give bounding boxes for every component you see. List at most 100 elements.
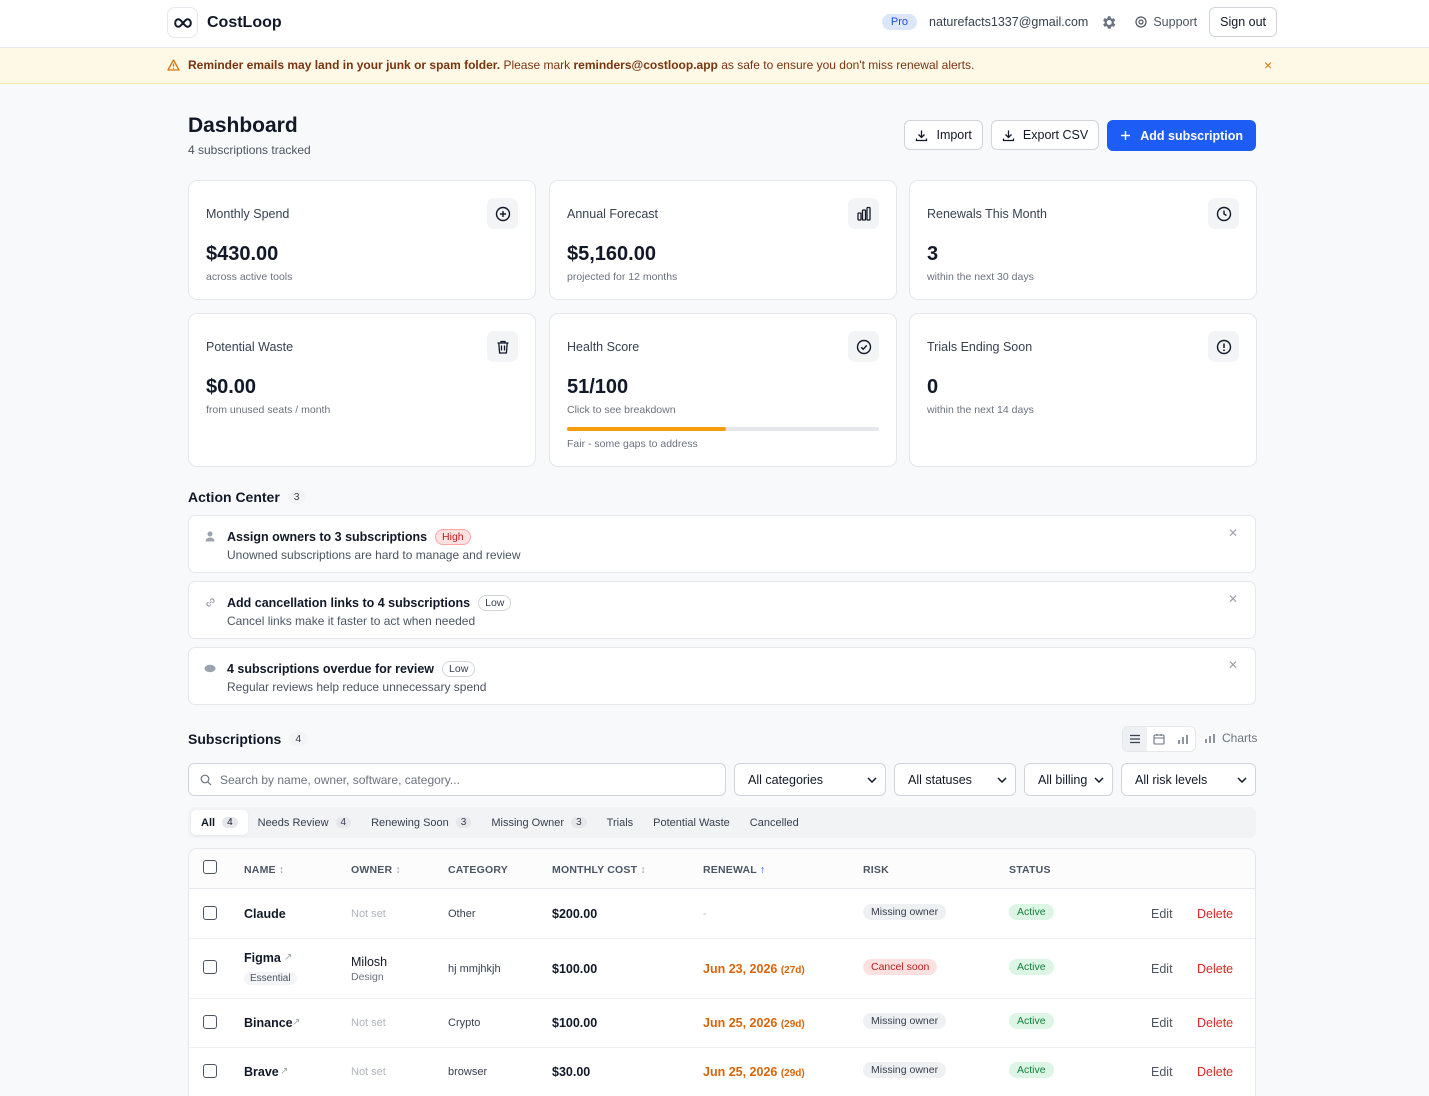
tab-label: Missing Owner — [491, 816, 565, 829]
tab-potential-waste[interactable]: Potential Waste — [643, 810, 740, 835]
risk-badge: Missing owner — [863, 1013, 947, 1029]
delete-button[interactable]: Delete — [1197, 1016, 1234, 1030]
tab-renewing-soon[interactable]: Renewing Soon 3 — [361, 810, 481, 835]
subscription-name[interactable]: Claude — [244, 907, 286, 921]
warning-triangle-icon — [167, 59, 180, 71]
column-label: MONTHLY COST — [552, 864, 638, 876]
delete-button[interactable]: Delete — [1197, 1065, 1234, 1079]
app-logo[interactable]: CostLoop — [167, 7, 282, 38]
renewal-date-text: Jun 25, 2026 — [703, 1065, 778, 1079]
card-value: 51/100 — [567, 376, 629, 398]
help-icon — [1135, 16, 1147, 28]
charts-button[interactable]: Charts — [1204, 731, 1257, 745]
card-subtext: across active tools — [206, 271, 293, 283]
action-item[interactable]: Add cancellation links to 4 subscription… — [188, 581, 1256, 639]
calendar-view-icon[interactable] — [1147, 727, 1171, 751]
tab-label: Cancelled — [749, 816, 799, 829]
edit-button[interactable]: Edit — [1151, 962, 1173, 976]
owner-value: Not set — [351, 908, 386, 920]
delete-button[interactable]: Delete — [1197, 962, 1234, 976]
alert-circle-icon — [1208, 331, 1239, 362]
export-csv-button[interactable]: Export CSV — [990, 120, 1100, 150]
subscriptions-heading: Subscriptions 4 — [188, 731, 308, 747]
tab-label: Potential Waste — [653, 816, 730, 829]
table-header: NAME ↕ OWNER ↕ CATEGORY MONTHLY COST ↕ R… — [189, 849, 1255, 889]
link-icon — [204, 596, 216, 608]
card-subtext: within the next 30 days — [927, 271, 1034, 283]
billing-filter-value: All billing — [1038, 772, 1088, 787]
tab-trials[interactable]: Trials — [597, 810, 643, 835]
status-badge: Active — [1009, 959, 1054, 975]
edit-button[interactable]: Edit — [1151, 1065, 1173, 1079]
subscription-name[interactable]: Brave — [244, 1065, 279, 1079]
dismiss-icon[interactable]: ✕ — [1227, 592, 1238, 606]
column-header-risk: RISK — [863, 864, 889, 876]
tab-label: Trials — [606, 816, 634, 829]
import-button[interactable]: Import — [904, 120, 983, 150]
tab-needs-review[interactable]: Needs Review 4 — [248, 810, 361, 835]
delete-button[interactable]: Delete — [1197, 907, 1234, 921]
table-row[interactable]: Figma ↗ Essential Milosh Design hj mmjhk… — [189, 939, 1255, 999]
dismiss-icon[interactable]: ✕ — [1227, 526, 1238, 540]
add-subscription-button[interactable]: Add subscription — [1107, 120, 1256, 151]
subscription-name[interactable]: Binance — [244, 1016, 293, 1030]
row-checkbox[interactable] — [203, 960, 217, 974]
column-label: RENEWAL — [703, 864, 757, 876]
card-title: Health Score — [567, 340, 640, 354]
view-toggle — [1122, 726, 1196, 752]
tab-missing-owner[interactable]: Missing Owner 3 — [481, 810, 596, 835]
tab-count: 3 — [571, 817, 587, 828]
column-header-owner[interactable]: OWNER ↕ — [351, 864, 401, 876]
column-header-name[interactable]: NAME ↕ — [244, 864, 284, 876]
top-bar: CostLoop Pro naturefacts1337@gmail.com S… — [0, 0, 1429, 48]
row-checkbox[interactable] — [203, 1015, 217, 1029]
export-label: Export CSV — [1022, 128, 1089, 142]
sign-out-button[interactable]: Sign out — [1209, 7, 1277, 37]
page-subtitle: 4 subscriptions tracked — [188, 143, 311, 157]
external-link-icon[interactable]: ↗ — [284, 952, 293, 963]
settings-gear-icon[interactable] — [1100, 14, 1117, 31]
table-row[interactable]: Brave ↗ Not set browser $30.00 Jun 25, 2… — [189, 1048, 1255, 1096]
list-view-icon[interactable] — [1123, 727, 1147, 751]
owner-team: Design — [351, 971, 384, 983]
category-filter-select[interactable]: All categories — [734, 763, 886, 796]
priority-badge: Low — [478, 595, 512, 611]
card-subtext: from unused seats / month — [206, 404, 331, 416]
support-link[interactable]: Support — [1135, 15, 1197, 29]
column-header-monthly-cost[interactable]: MONTHLY COST ↕ — [552, 864, 646, 876]
action-item[interactable]: Assign owners to 3 subscriptions High Uno… — [188, 515, 1256, 573]
billing-filter-select[interactable]: All billing — [1024, 763, 1113, 796]
card-title: Trials Ending Soon — [927, 340, 1033, 354]
banner-close-icon[interactable]: × — [1264, 57, 1273, 73]
subscription-name[interactable]: Figma — [244, 951, 281, 965]
dismiss-icon[interactable]: ✕ — [1227, 658, 1238, 672]
action-item[interactable]: 4 subscriptions overdue for review Low Re… — [188, 647, 1256, 705]
banner-text-1: Please mark — [503, 58, 571, 72]
status-badge: Active — [1009, 904, 1054, 920]
tab-count: 3 — [455, 817, 472, 828]
risk-filter-select[interactable]: All risk levels — [1121, 763, 1256, 796]
health-note: Fair - some gaps to address — [567, 438, 698, 450]
stat-card-health-score[interactable]: Health Score 51/100 Click to see breakdo… — [549, 313, 897, 467]
row-checkbox[interactable] — [203, 1064, 217, 1078]
renewal-date: Jun 23, 2026 (27d) — [703, 962, 805, 976]
edit-button[interactable]: Edit — [1151, 1016, 1173, 1030]
edit-button[interactable]: Edit — [1151, 907, 1173, 921]
table-row[interactable]: Claude Not set Other $200.00 - Missing o… — [189, 889, 1255, 939]
status-filter-select[interactable]: All statuses — [894, 763, 1016, 796]
external-link-icon[interactable]: ↗ — [292, 1017, 301, 1028]
spam-warning-banner: Reminder emails may land in your junk or… — [0, 48, 1429, 84]
column-header-renewal[interactable]: RENEWAL ↑ — [703, 864, 765, 876]
tab-cancelled[interactable]: Cancelled — [740, 810, 809, 835]
plan-badge: Pro — [881, 14, 918, 30]
banner-message: Reminder emails may land in your junk or… — [188, 58, 974, 72]
card-title: Monthly Spend — [206, 207, 290, 221]
tab-all[interactable]: All 4 — [191, 810, 248, 835]
table-row[interactable]: Binance ↗ Not set Crypto $100.00 Jun 25,… — [189, 999, 1255, 1048]
chart-view-icon[interactable] — [1171, 727, 1195, 751]
external-link-icon[interactable]: ↗ — [280, 1066, 289, 1077]
select-all-checkbox[interactable] — [203, 860, 217, 874]
search-input[interactable] — [220, 772, 700, 787]
clock-icon — [1208, 198, 1239, 229]
row-checkbox[interactable] — [203, 906, 217, 920]
